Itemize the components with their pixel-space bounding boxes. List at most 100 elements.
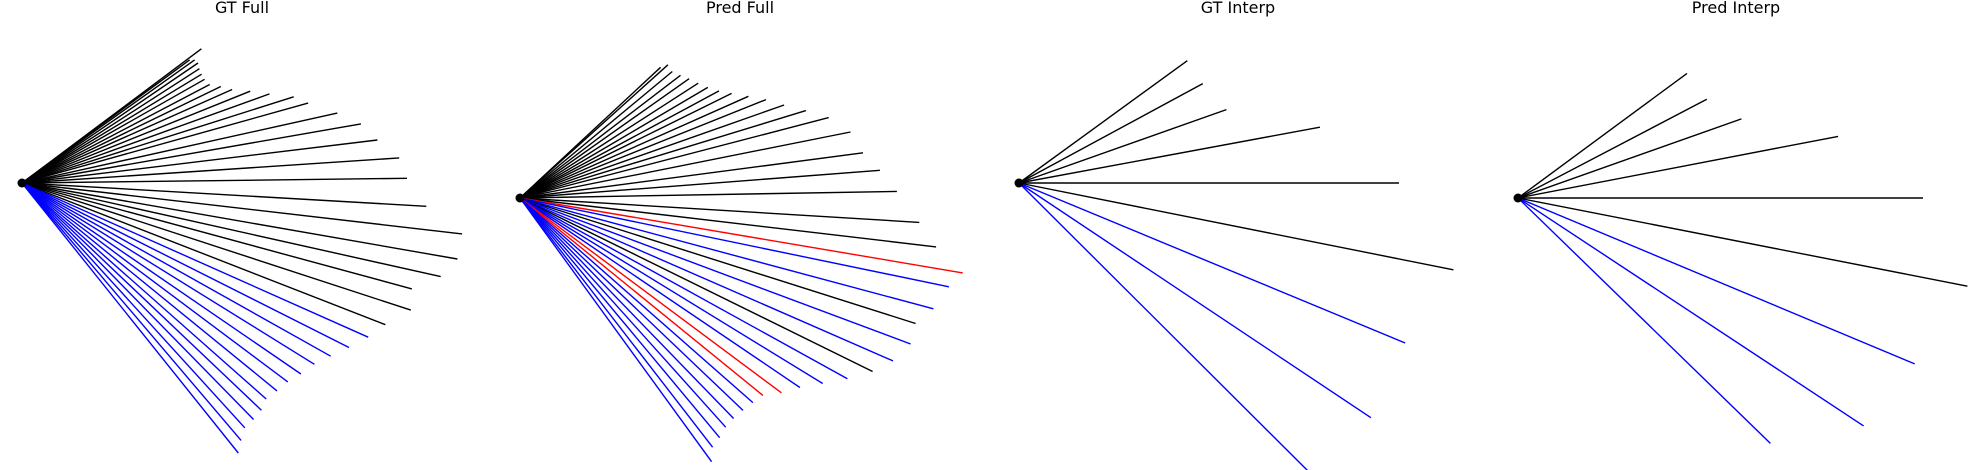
ray-blue [21, 182, 242, 441]
ray-blue [519, 197, 894, 362]
ray-black [21, 68, 200, 184]
ray-blue [1018, 182, 1406, 344]
ray-blue [21, 182, 302, 375]
ray-blue [1517, 197, 1771, 444]
ray-blue [1517, 197, 1864, 427]
ray-blue [21, 182, 315, 365]
ray-black [1018, 60, 1188, 184]
origin-dot-pred-full [515, 193, 525, 203]
rays-pred-full [519, 64, 963, 463]
ray-blue [21, 182, 289, 383]
ray-black [21, 182, 413, 290]
ray-black [21, 90, 251, 184]
rays-gt-interp [1018, 60, 1454, 470]
ray-blue [519, 197, 727, 428]
ray-black [1517, 197, 1968, 287]
panel-pred-full: Pred Full [515, 0, 963, 463]
ray-black [21, 182, 463, 235]
ray-black [519, 169, 880, 199]
ray-black [21, 88, 233, 184]
ray-blue [21, 182, 267, 400]
ray-black [21, 157, 400, 184]
ray-blue [519, 197, 801, 389]
ray-blue [21, 182, 255, 420]
panel-title-pred-interp: Pred Interp [1692, 0, 1780, 17]
ray-black [21, 62, 199, 184]
ray-black [519, 116, 829, 199]
ray-blue [519, 197, 934, 310]
ray-black [519, 197, 920, 224]
ray-blue [519, 197, 911, 345]
ray-blue [519, 197, 848, 380]
ray-red [519, 197, 764, 396]
ray-black [21, 48, 202, 184]
ray-blue [519, 197, 735, 419]
ray-blue [21, 182, 369, 338]
ray-black [21, 73, 202, 184]
ray-red [519, 197, 782, 394]
ray-blue [519, 197, 824, 385]
ray-blue [21, 182, 278, 392]
ray-blue [1517, 197, 1915, 365]
ray-black [21, 182, 458, 260]
ray-blue [1018, 182, 1309, 470]
origin-dot-pred-interp [1513, 193, 1523, 203]
ray-black [1517, 135, 1839, 199]
panel-title-pred-full: Pred Full [706, 0, 774, 17]
ray-black [21, 112, 338, 184]
ray-black [21, 93, 270, 184]
ray-black [519, 95, 749, 199]
ray-black [21, 123, 362, 184]
ray-blue [1018, 182, 1372, 419]
ray-black [519, 190, 897, 199]
panel-title-gt-interp: GT Interp [1201, 0, 1275, 17]
ray-blue [519, 197, 714, 448]
ray-black [1018, 108, 1227, 184]
ray-blue [519, 197, 754, 404]
ray-red [519, 197, 963, 274]
ray-blue [519, 197, 721, 439]
ray-blue [519, 197, 950, 288]
ray-black [1517, 98, 1708, 199]
ray-black [519, 197, 937, 248]
ray-black [21, 83, 211, 184]
ray-black [519, 86, 709, 199]
rays-pred-interp [1517, 72, 1968, 444]
ray-black [519, 109, 807, 199]
ray-black [1018, 82, 1204, 184]
ray-black [21, 182, 386, 326]
origin-dot-gt-full [17, 178, 27, 188]
ray-black [21, 177, 408, 184]
panel-pred-interp: Pred Interp [1513, 0, 1968, 444]
ray-black [21, 102, 309, 184]
ray-black [519, 197, 916, 325]
ray-black [519, 131, 851, 199]
ray-black [21, 182, 412, 311]
ray-black [21, 96, 294, 184]
ray-blue [21, 182, 262, 411]
ray-black [519, 98, 767, 199]
ray-blue [21, 182, 332, 357]
panel-title-gt-full: GT Full [215, 0, 269, 17]
ray-blue [21, 182, 239, 454]
ray-black [1018, 126, 1321, 184]
ray-black [519, 78, 690, 199]
origin-dot-gt-interp [1014, 178, 1024, 188]
ray-black [21, 78, 205, 184]
ray-blue [519, 197, 713, 463]
ray-black [21, 59, 196, 184]
ray-black [21, 182, 427, 207]
rays-gt-full [21, 48, 463, 454]
ray-black [21, 139, 378, 184]
ray-black [519, 197, 873, 373]
ray-black [519, 92, 732, 199]
panel-gt-full: GT Full [17, 0, 463, 454]
ray-black [519, 104, 785, 199]
ray-black [519, 70, 673, 199]
ray-black [1517, 72, 1688, 199]
ray-black [1517, 118, 1742, 199]
ray-black [519, 152, 864, 199]
ray-blue [21, 182, 350, 349]
ray-black [519, 64, 669, 199]
